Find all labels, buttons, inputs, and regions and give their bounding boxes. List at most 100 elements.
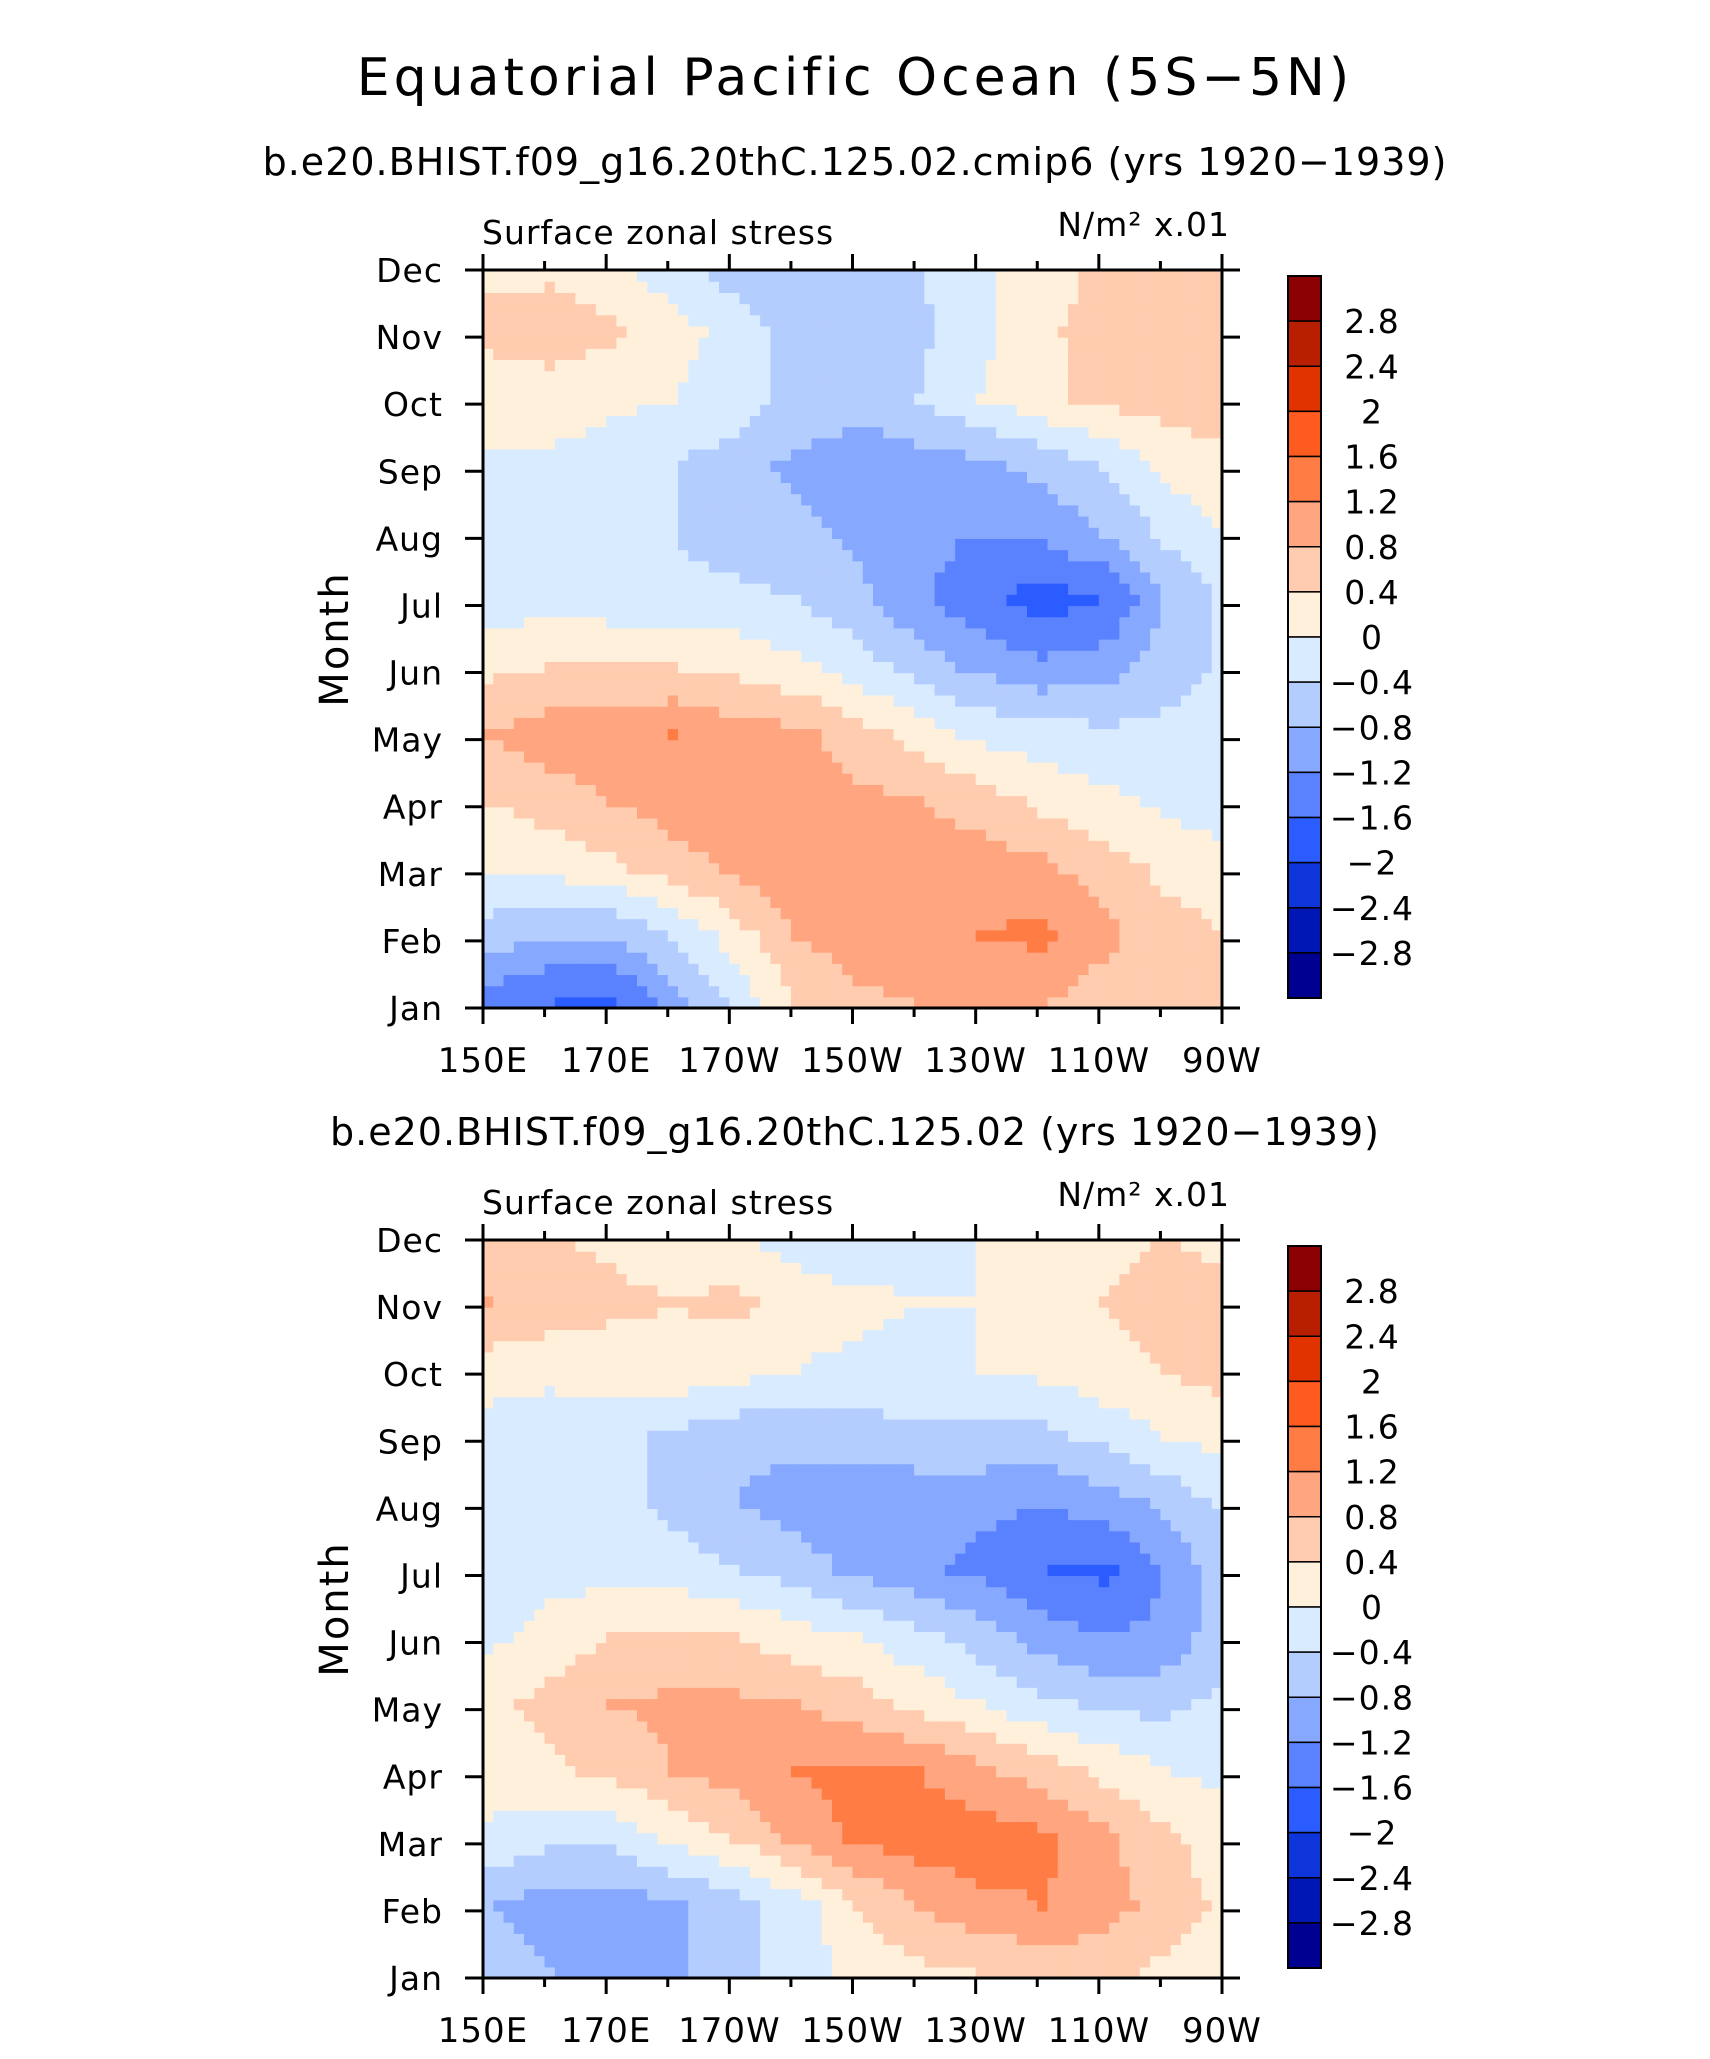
contour-cell bbox=[575, 538, 587, 551]
contour-cell bbox=[688, 627, 700, 640]
contour-cell bbox=[1129, 594, 1141, 607]
contour-cell bbox=[790, 426, 802, 439]
contour-cell bbox=[524, 717, 535, 730]
contour-cell bbox=[554, 650, 566, 662]
contour-cell bbox=[893, 471, 905, 484]
contour-cell bbox=[831, 851, 843, 864]
contour-cell bbox=[708, 985, 720, 998]
contour-cell bbox=[801, 639, 813, 651]
contour-cell bbox=[1068, 750, 1079, 763]
contour-cell bbox=[626, 415, 638, 428]
contour-cell bbox=[636, 885, 648, 897]
contour-cell bbox=[842, 862, 854, 875]
contour-cell bbox=[616, 583, 628, 595]
contour-cell bbox=[1006, 281, 1018, 293]
contour-cell bbox=[852, 694, 864, 707]
contour-cell bbox=[924, 639, 936, 651]
contour-cell bbox=[1129, 437, 1141, 450]
contour-cell bbox=[760, 493, 771, 506]
contour-cell bbox=[1057, 985, 1069, 998]
contour-cell bbox=[1211, 437, 1223, 450]
contour-cell bbox=[688, 337, 700, 349]
contour-cell bbox=[770, 929, 782, 942]
contour-cell bbox=[565, 314, 576, 327]
contour-cell bbox=[534, 404, 546, 416]
contour-cell bbox=[996, 493, 1008, 506]
contour-cell bbox=[493, 571, 505, 584]
contour-cell bbox=[842, 337, 854, 349]
contour-cell bbox=[1078, 303, 1090, 316]
contour-cell bbox=[544, 605, 556, 618]
contour-cell bbox=[667, 560, 679, 573]
contour-cell bbox=[1047, 873, 1059, 886]
contour-cell bbox=[811, 493, 823, 506]
contour-cell bbox=[770, 1955, 782, 1968]
contour-cell bbox=[647, 482, 659, 495]
contour-cell bbox=[554, 851, 566, 864]
contour-cell bbox=[595, 281, 607, 293]
contour-cell bbox=[524, 325, 535, 338]
contour-cell bbox=[739, 1966, 751, 1979]
contour-cell bbox=[955, 795, 966, 808]
contour-cell bbox=[1170, 303, 1182, 316]
contour-cell bbox=[657, 583, 669, 595]
contour-cell bbox=[1098, 706, 1110, 718]
contour-cell bbox=[811, 325, 823, 338]
contour-cell bbox=[1160, 940, 1172, 953]
contour-cell bbox=[924, 918, 936, 931]
contour-cell bbox=[1047, 728, 1059, 741]
contour-cell bbox=[801, 728, 813, 741]
contour-cell bbox=[1026, 616, 1038, 629]
contour-cell bbox=[1016, 806, 1028, 819]
contour-cell bbox=[1201, 516, 1213, 528]
contour-cell bbox=[811, 437, 823, 450]
contour-cell bbox=[965, 829, 977, 841]
contour-cell bbox=[554, 460, 566, 472]
contour-cell bbox=[842, 627, 854, 640]
contour-cell bbox=[1191, 940, 1203, 953]
contour-cell bbox=[1037, 1966, 1049, 1979]
contour-cell bbox=[636, 337, 648, 349]
contour-cell bbox=[554, 717, 566, 730]
contour-cell bbox=[862, 661, 874, 674]
contour-cell bbox=[842, 706, 854, 718]
contour-cell bbox=[483, 907, 494, 920]
contour-cell bbox=[1119, 549, 1131, 562]
contour-cell bbox=[719, 762, 730, 774]
contour-cell bbox=[534, 661, 546, 674]
y-tick-label: Aug bbox=[376, 519, 443, 558]
contour-cell bbox=[852, 314, 864, 327]
contour-cell bbox=[996, 471, 1008, 484]
contour-cell bbox=[749, 605, 761, 618]
contour-cell bbox=[811, 370, 823, 383]
contour-cell bbox=[1211, 504, 1223, 517]
contour-cell bbox=[595, 885, 607, 897]
contour-cell bbox=[811, 639, 823, 651]
contour-cell bbox=[1160, 918, 1172, 931]
contour-cell bbox=[606, 840, 618, 853]
contour-cell bbox=[575, 303, 587, 316]
contour-cell bbox=[513, 907, 525, 920]
contour-cell bbox=[770, 292, 782, 305]
contour-cell bbox=[1119, 314, 1131, 327]
contour-cell bbox=[729, 896, 741, 908]
contour-cell bbox=[924, 862, 936, 875]
contour-cell bbox=[739, 325, 751, 338]
contour-cell bbox=[944, 885, 956, 897]
contour-cell bbox=[1047, 549, 1059, 562]
contour-cell bbox=[944, 650, 956, 662]
contour-cell bbox=[903, 516, 915, 528]
contour-cell bbox=[965, 404, 977, 416]
contour-cell bbox=[852, 325, 864, 338]
contour-cell bbox=[667, 538, 679, 551]
colorbar-swatch bbox=[1287, 275, 1322, 322]
contour-cell bbox=[1139, 650, 1151, 662]
contour-cell bbox=[873, 929, 884, 942]
contour-cell bbox=[1211, 281, 1223, 293]
contour-cell bbox=[595, 583, 607, 595]
contour-cell bbox=[565, 974, 576, 987]
contour-cell bbox=[831, 706, 843, 718]
contour-cell bbox=[760, 337, 771, 349]
contour-cell bbox=[739, 661, 751, 674]
contour-cell bbox=[1191, 996, 1203, 1009]
